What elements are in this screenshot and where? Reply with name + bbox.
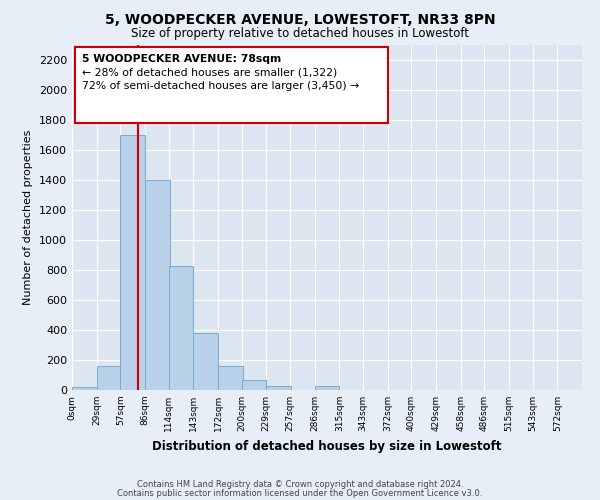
Polygon shape [74, 46, 388, 122]
Bar [193, 333, 218, 390]
Bar [218, 366, 242, 390]
Text: 5, WOODPECKER AVENUE, LOWESTOFT, NR33 8PN: 5, WOODPECKER AVENUE, LOWESTOFT, NR33 8P… [104, 12, 496, 26]
X-axis label: Distribution of detached houses by size in Lowestoft: Distribution of detached houses by size … [152, 440, 502, 452]
Bar [314, 386, 340, 390]
Bar [72, 387, 97, 390]
Text: Contains HM Land Registry data © Crown copyright and database right 2024.: Contains HM Land Registry data © Crown c… [137, 480, 463, 489]
Bar [145, 180, 170, 390]
Text: 5 WOODPECKER AVENUE: 78sqm: 5 WOODPECKER AVENUE: 78sqm [82, 54, 281, 64]
Text: Size of property relative to detached houses in Lowestoft: Size of property relative to detached ho… [131, 28, 469, 40]
Text: Contains public sector information licensed under the Open Government Licence v3: Contains public sector information licen… [118, 488, 482, 498]
Bar [242, 380, 266, 390]
Bar [121, 135, 145, 390]
Bar [97, 366, 121, 390]
Y-axis label: Number of detached properties: Number of detached properties [23, 130, 34, 305]
Text: ← 28% of detached houses are smaller (1,322)
72% of semi-detached houses are lar: ← 28% of detached houses are smaller (1,… [82, 68, 359, 92]
Bar [266, 386, 291, 390]
Bar [169, 266, 193, 390]
